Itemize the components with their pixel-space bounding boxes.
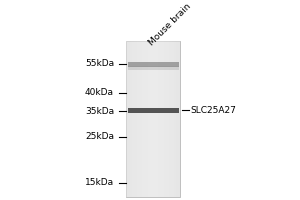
Text: 55kDa: 55kDa [85,59,114,68]
Text: 40kDa: 40kDa [85,88,114,97]
Text: 35kDa: 35kDa [85,107,114,116]
Text: SLC25A27: SLC25A27 [190,106,236,115]
Text: 25kDa: 25kDa [85,132,114,141]
Bar [126,41,180,197]
Text: Mouse brain: Mouse brain [147,2,192,47]
Bar [128,62,178,67]
Bar [128,66,178,70]
Text: 15kDa: 15kDa [85,178,114,187]
Bar [128,108,178,113]
